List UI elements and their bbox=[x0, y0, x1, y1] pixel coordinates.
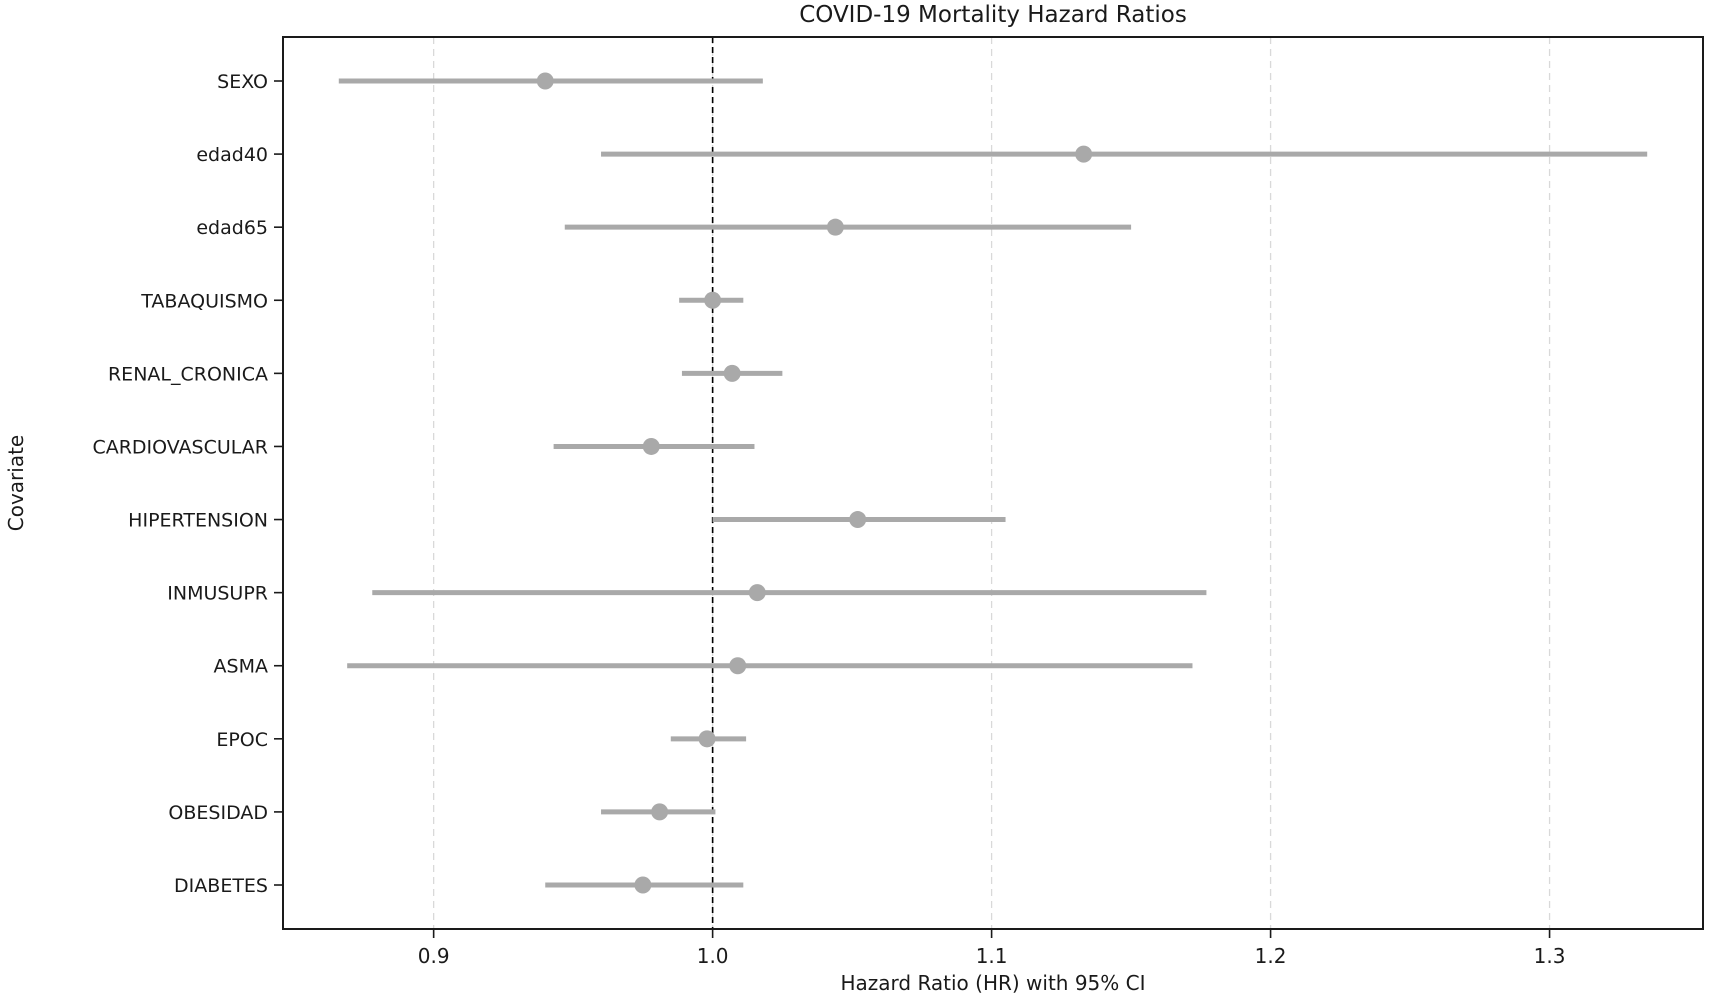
chart-title: COVID-19 Mortality Hazard Ratios bbox=[799, 2, 1187, 28]
hr-point-HIPERTENSION bbox=[849, 511, 867, 529]
hr-point-SEXO bbox=[536, 72, 554, 90]
hr-point-RENAL_CRONICA bbox=[723, 364, 741, 382]
hr-point-TABAQUISMO bbox=[704, 291, 722, 309]
hr-point-OBESIDAD bbox=[651, 803, 669, 821]
hr-point-ASMA bbox=[729, 657, 747, 675]
y-tick-label-INMUSUPR: INMUSUPR bbox=[167, 583, 268, 605]
y-tick-label-CARDIOVASCULAR: CARDIOVASCULAR bbox=[92, 436, 268, 458]
x-tick-label-1.2: 1.2 bbox=[1255, 944, 1287, 968]
y-tick-label-ASMA: ASMA bbox=[214, 656, 268, 678]
x-axis-label: Hazard Ratio (HR) with 95% CI bbox=[840, 971, 1146, 995]
x-tick-label-1.3: 1.3 bbox=[1534, 944, 1566, 968]
hr-point-INMUSUPR bbox=[748, 584, 766, 602]
hr-point-edad65 bbox=[826, 218, 844, 236]
x-tick-label-1.1: 1.1 bbox=[976, 944, 1008, 968]
y-tick-label-OBESIDAD: OBESIDAD bbox=[168, 802, 268, 824]
y-tick-label-edad65: edad65 bbox=[196, 217, 268, 239]
hr-point-EPOC bbox=[698, 730, 716, 748]
x-tick-label-0.9: 0.9 bbox=[418, 944, 450, 968]
hr-point-CARDIOVASCULAR bbox=[642, 437, 660, 455]
y-tick-label-EPOC: EPOC bbox=[216, 729, 268, 751]
y-tick-label-edad40: edad40 bbox=[196, 144, 268, 166]
x-tick-label-1.0: 1.0 bbox=[697, 944, 729, 968]
hr-point-edad40 bbox=[1075, 145, 1093, 163]
plot-box bbox=[282, 36, 1704, 930]
y-tick-label-DIABETES: DIABETES bbox=[174, 875, 268, 897]
y-tick-label-SEXO: SEXO bbox=[217, 71, 268, 93]
hr-point-DIABETES bbox=[634, 876, 652, 894]
y-tick-label-HIPERTENSION: HIPERTENSION bbox=[128, 510, 268, 532]
y-tick-label-TABAQUISMO: TABAQUISMO bbox=[140, 290, 268, 312]
y-tick-label-RENAL_CRONICA: RENAL_CRONICA bbox=[108, 363, 268, 385]
